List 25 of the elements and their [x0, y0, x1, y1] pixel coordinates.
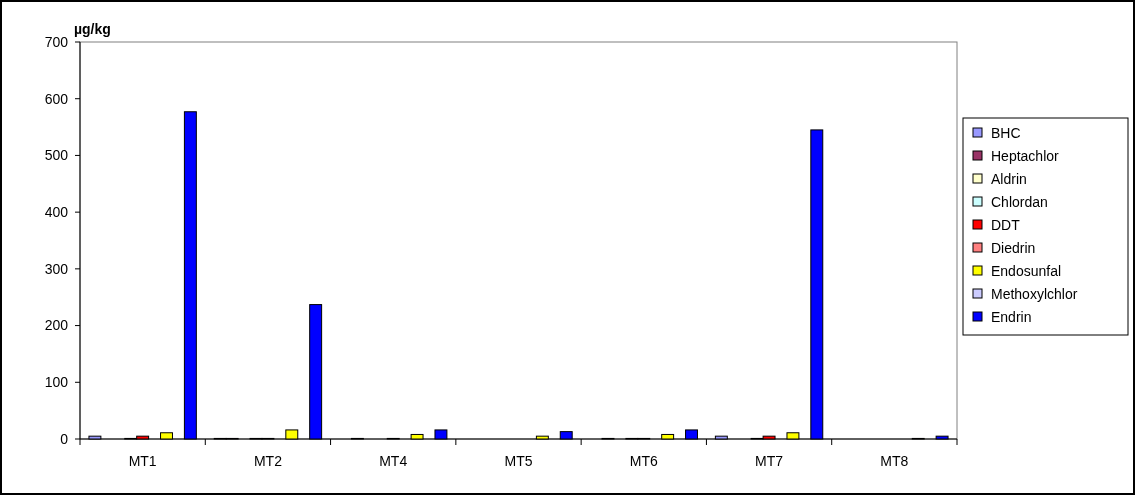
x-tick-label: MT8	[880, 453, 909, 469]
y-tick-label: 100	[44, 374, 69, 391]
legend-label: Endosunfal	[991, 262, 1062, 279]
x-tick-label: MT7	[755, 453, 784, 469]
legend-label: Aldrin	[991, 170, 1027, 187]
y-axis-title: µg/kg	[74, 21, 111, 37]
legend-label: Heptachlor	[991, 147, 1060, 164]
legend-label: Endrin	[991, 308, 1032, 325]
legend-label: Methoxylchlor	[991, 285, 1078, 302]
y-tick-label: 700	[44, 33, 69, 50]
x-tick-label: MT1	[128, 453, 157, 469]
x-tick-label: MT2	[253, 453, 283, 469]
legend-label: Diedrin	[991, 239, 1036, 256]
x-tick-label: MT4	[379, 453, 408, 469]
y-tick-label: 200	[44, 317, 69, 334]
legend-label: BHC	[991, 124, 1021, 141]
y-tick-label: 0	[60, 430, 69, 447]
y-tick-label: 600	[44, 90, 69, 107]
y-tick-label: 400	[44, 204, 69, 221]
x-tick-label: MT6	[629, 453, 658, 469]
y-tick-label: 500	[44, 147, 69, 164]
x-tick-label: MT5	[504, 453, 533, 469]
legend-label: DDT	[991, 216, 1021, 233]
y-tick-label: 300	[44, 260, 69, 277]
legend-label: Chlordan	[991, 193, 1048, 210]
